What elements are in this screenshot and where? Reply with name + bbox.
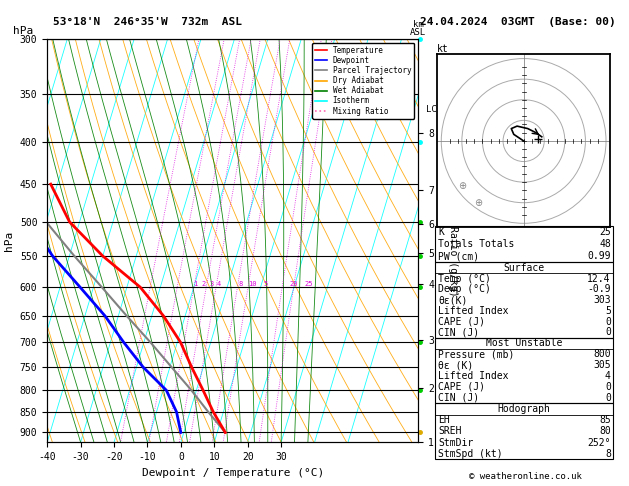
Text: 0.99: 0.99 [587, 251, 611, 261]
X-axis label: Dewpoint / Temperature (°C): Dewpoint / Temperature (°C) [142, 468, 324, 478]
Text: 8: 8 [605, 449, 611, 459]
Text: hPa: hPa [13, 26, 33, 36]
Text: © weatheronline.co.uk: © weatheronline.co.uk [469, 472, 582, 481]
Text: CIN (J): CIN (J) [438, 393, 479, 403]
Text: Most Unstable: Most Unstable [486, 338, 562, 348]
Text: Pressure (mb): Pressure (mb) [438, 349, 515, 359]
Text: 0: 0 [605, 328, 611, 337]
Text: Lifted Index: Lifted Index [438, 371, 509, 381]
Text: 305: 305 [593, 360, 611, 370]
Text: 80: 80 [599, 426, 611, 436]
Text: kt: kt [437, 44, 449, 53]
Text: 800: 800 [593, 349, 611, 359]
Text: Temp (°C): Temp (°C) [438, 274, 491, 284]
Text: 0: 0 [605, 316, 611, 327]
Text: PW (cm): PW (cm) [438, 251, 479, 261]
Text: CIN (J): CIN (J) [438, 328, 479, 337]
Text: 252°: 252° [587, 437, 611, 448]
Text: 5: 5 [605, 306, 611, 316]
Text: 2: 2 [202, 281, 206, 287]
Y-axis label: Mixing Ratio (g/kg): Mixing Ratio (g/kg) [448, 185, 458, 296]
Text: 48: 48 [599, 239, 611, 249]
Legend: Temperature, Dewpoint, Parcel Trajectory, Dry Adiabat, Wet Adiabat, Isotherm, Mi: Temperature, Dewpoint, Parcel Trajectory… [312, 43, 415, 119]
Text: 4: 4 [216, 281, 221, 287]
Text: 3: 3 [210, 281, 214, 287]
Text: K: K [438, 227, 444, 237]
Text: Surface: Surface [504, 263, 545, 273]
Text: 8: 8 [238, 281, 243, 287]
Text: SREH: SREH [438, 426, 462, 436]
Text: 0: 0 [605, 393, 611, 403]
Text: 1: 1 [193, 281, 198, 287]
Text: 12.4: 12.4 [587, 274, 611, 284]
Text: EH: EH [438, 415, 450, 425]
Text: km
ASL: km ASL [410, 19, 426, 37]
Text: Lifted Index: Lifted Index [438, 306, 509, 316]
Text: 303: 303 [593, 295, 611, 305]
Text: θε(K): θε(K) [438, 295, 468, 305]
Text: Dewp (°C): Dewp (°C) [438, 284, 491, 295]
Text: Hodograph: Hodograph [498, 404, 551, 414]
Text: 25: 25 [305, 281, 313, 287]
Text: 24.04.2024  03GMT  (Base: 00): 24.04.2024 03GMT (Base: 00) [420, 17, 616, 27]
Text: ⊕: ⊕ [458, 181, 466, 191]
Text: 4: 4 [605, 371, 611, 381]
Text: 5: 5 [264, 281, 268, 287]
Text: 0: 0 [605, 382, 611, 392]
Text: 10: 10 [248, 281, 257, 287]
Text: -0.9: -0.9 [587, 284, 611, 295]
Text: StmSpd (kt): StmSpd (kt) [438, 449, 503, 459]
Text: ⊕: ⊕ [474, 198, 482, 208]
Text: θε (K): θε (K) [438, 360, 474, 370]
Text: StmDir: StmDir [438, 437, 474, 448]
Text: LCL: LCL [426, 105, 442, 114]
Y-axis label: hPa: hPa [4, 230, 14, 251]
Text: 53°18'N  246°35'W  732m  ASL: 53°18'N 246°35'W 732m ASL [53, 17, 242, 27]
Text: 20: 20 [290, 281, 298, 287]
Text: Totals Totals: Totals Totals [438, 239, 515, 249]
Text: CAPE (J): CAPE (J) [438, 316, 486, 327]
Text: CAPE (J): CAPE (J) [438, 382, 486, 392]
Text: 25: 25 [599, 227, 611, 237]
Text: 85: 85 [599, 415, 611, 425]
